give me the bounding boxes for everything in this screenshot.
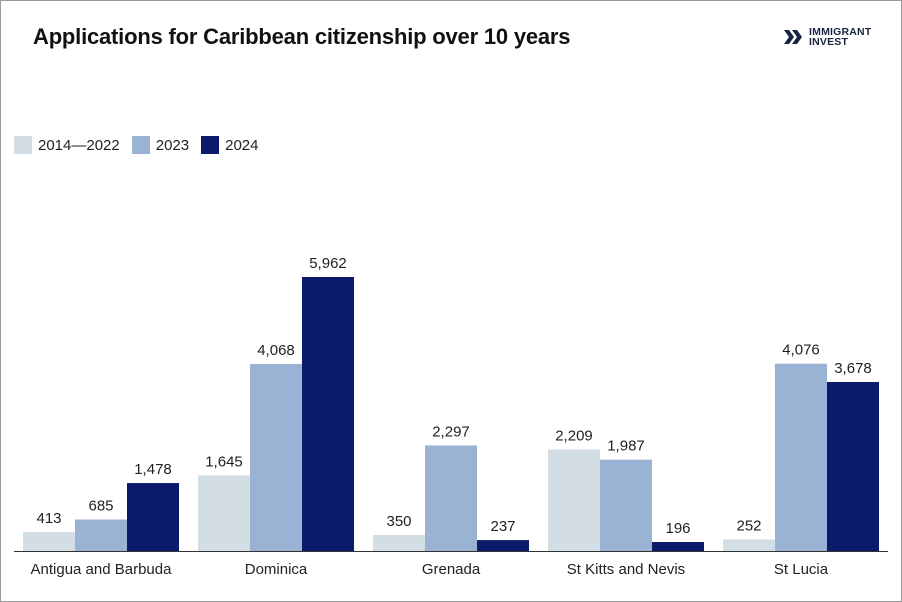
bar — [827, 381, 879, 551]
bar — [477, 540, 529, 551]
bar — [723, 539, 775, 551]
bar — [373, 534, 425, 551]
data-label: 350 — [386, 513, 411, 530]
bar — [425, 445, 477, 551]
data-label: 4,076 — [782, 342, 820, 359]
data-label: 237 — [490, 518, 515, 535]
bar — [250, 364, 302, 551]
x-tick-label: St Lucia — [774, 561, 829, 578]
logo: IMMIGRANT INVEST — [784, 27, 871, 47]
logo-text: IMMIGRANT INVEST — [809, 26, 872, 48]
legend-swatch — [201, 136, 220, 154]
data-label: 1,645 — [205, 453, 243, 470]
logo-line1: IMMIGRANT — [809, 26, 872, 38]
logo-chevron-icon — [784, 30, 802, 44]
legend-item-2024: 2024 — [201, 136, 259, 154]
legend-swatch — [14, 136, 32, 154]
legend-label: 2014—2022 — [38, 136, 120, 154]
bar — [75, 519, 127, 551]
bar — [198, 475, 250, 551]
legend-label: 2024 — [225, 136, 259, 154]
data-label: 413 — [36, 510, 61, 527]
bar — [127, 483, 179, 551]
chart-title: Applications for Caribbean citizenship o… — [33, 24, 571, 49]
x-tick-label: St Kitts and Nevis — [567, 561, 685, 578]
x-tick-label: Grenada — [422, 561, 481, 578]
legend-item-2023: 2023 — [131, 136, 190, 154]
data-label: 1,987 — [607, 438, 645, 455]
legend-label: 2023 — [155, 136, 190, 154]
data-label: 2,209 — [555, 427, 593, 444]
bar — [302, 277, 354, 551]
data-label: 3,678 — [834, 360, 872, 377]
legend-swatch — [131, 136, 150, 154]
bar — [600, 459, 652, 551]
data-label: 1,478 — [134, 461, 172, 478]
data-label: 2,297 — [432, 423, 470, 440]
data-label: 5,962 — [309, 255, 347, 272]
legend: 2014—2022 2023 2024 — [14, 136, 271, 154]
data-label: 685 — [88, 498, 113, 515]
bar — [23, 532, 75, 551]
bar — [775, 363, 827, 551]
legend-item-2014-2022: 2014—2022 — [14, 136, 120, 154]
x-tick-label: Antigua and Barbuda — [31, 561, 173, 578]
data-label: 4,068 — [257, 342, 295, 359]
x-tick-label: Dominica — [245, 561, 308, 578]
data-label: 196 — [665, 520, 690, 537]
data-label: 252 — [736, 517, 761, 534]
bar — [652, 541, 704, 551]
logo-line2: INVEST — [809, 36, 849, 48]
bar — [548, 449, 600, 551]
